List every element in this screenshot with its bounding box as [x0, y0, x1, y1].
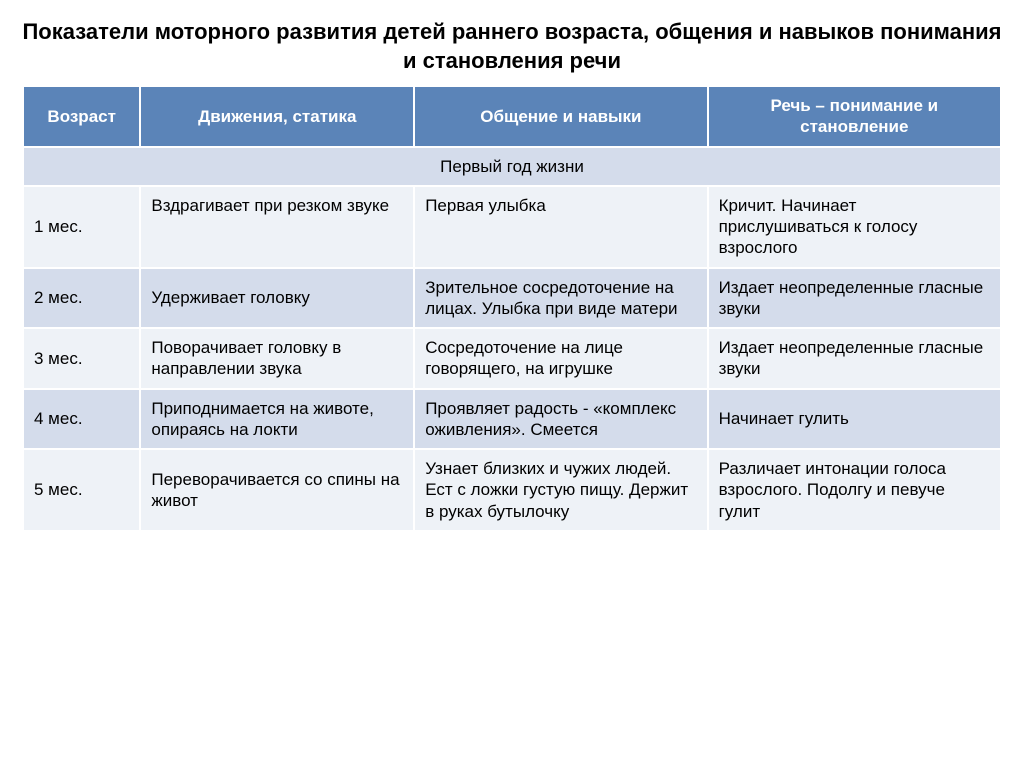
cell-motion: Поворачивает головку в направлении звука [140, 328, 414, 389]
col-header-communication: Общение и навыки [414, 86, 707, 147]
page-title: Показатели моторного развития детей ранн… [22, 18, 1002, 75]
development-table: Возраст Движения, статика Общение и навы… [22, 85, 1002, 532]
cell-motion: Удерживает головку [140, 268, 414, 329]
table-row: 2 мес. Удерживает головку Зрительное сос… [23, 268, 1001, 329]
cell-age: 3 мес. [23, 328, 140, 389]
cell-communication: Узнает близких и чужих людей. Ест с ложк… [414, 449, 707, 531]
table-row: 3 мес. Поворачивает головку в направлени… [23, 328, 1001, 389]
cell-age: 1 мес. [23, 186, 140, 268]
cell-speech: Издает неопределенные гласные звуки [708, 268, 1001, 329]
cell-communication: Зрительное сосредоточение на лицах. Улыб… [414, 268, 707, 329]
cell-motion: Переворачивается со спины на живот [140, 449, 414, 531]
col-header-speech: Речь – понимание и становление [708, 86, 1001, 147]
section-label: Первый год жизни [23, 147, 1001, 186]
section-row: Первый год жизни [23, 147, 1001, 186]
table-row: 1 мес. Вздрагивает при резком звуке Перв… [23, 186, 1001, 268]
table-row: 5 мес. Переворачивается со спины на живо… [23, 449, 1001, 531]
cell-communication: Первая улыбка [414, 186, 707, 268]
cell-speech: Издает неопределенные гласные звуки [708, 328, 1001, 389]
cell-motion: Приподнимается на животе, опираясь на ло… [140, 389, 414, 450]
cell-age: 4 мес. [23, 389, 140, 450]
cell-motion: Вздрагивает при резком звуке [140, 186, 414, 268]
table-header-row: Возраст Движения, статика Общение и навы… [23, 86, 1001, 147]
cell-age: 2 мес. [23, 268, 140, 329]
cell-age: 5 мес. [23, 449, 140, 531]
cell-communication: Сосредоточение на лице говорящего, на иг… [414, 328, 707, 389]
cell-communication: Проявляет радость - «комплекс оживления»… [414, 389, 707, 450]
cell-speech: Начинает гулить [708, 389, 1001, 450]
table-row: 4 мес. Приподнимается на животе, опираяс… [23, 389, 1001, 450]
cell-speech: Кричит. Начинает прислушиваться к голосу… [708, 186, 1001, 268]
col-header-motion: Движения, статика [140, 86, 414, 147]
col-header-age: Возраст [23, 86, 140, 147]
cell-speech: Различает интонации голоса взрослого. По… [708, 449, 1001, 531]
